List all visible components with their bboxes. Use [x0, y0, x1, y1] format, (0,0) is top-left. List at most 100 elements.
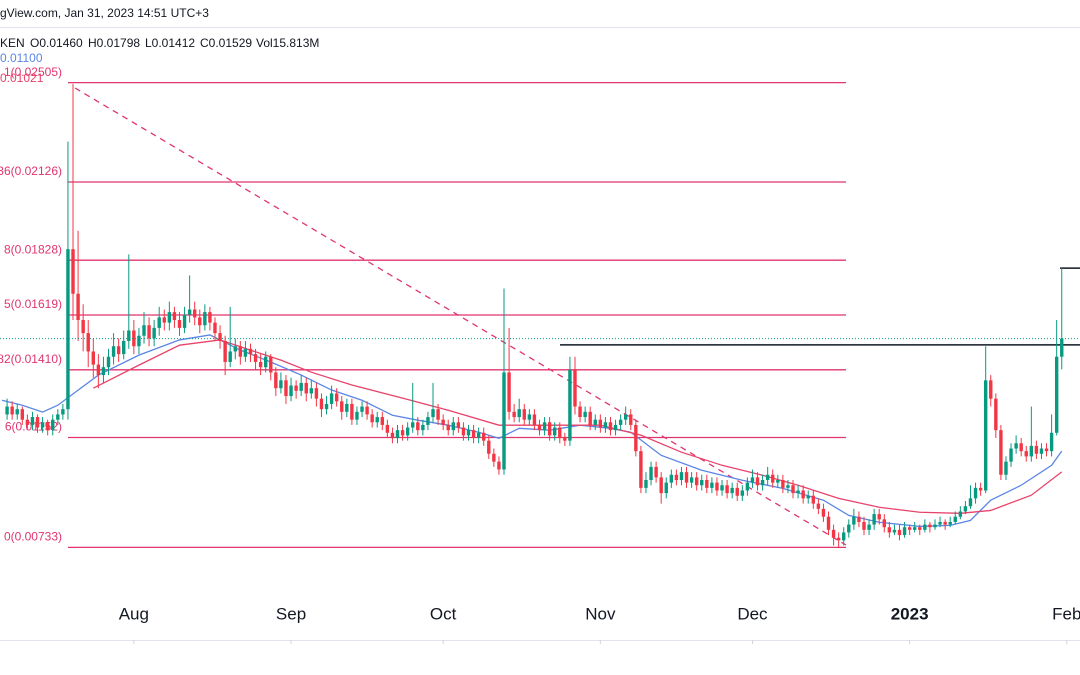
candle-body	[223, 340, 227, 362]
candle-body	[847, 524, 851, 533]
x-tick-label: Nov	[585, 604, 616, 623]
candle-body	[634, 424, 638, 452]
candle-body	[365, 406, 369, 415]
candle-body	[720, 485, 724, 491]
candle-body	[106, 356, 111, 368]
x-tick-label: Oct	[430, 604, 457, 623]
candle-body	[91, 351, 95, 365]
candle-body	[613, 424, 618, 431]
candle-body	[294, 385, 298, 391]
candle-body	[821, 508, 826, 517]
candle-body	[238, 346, 243, 357]
candle-body	[953, 516, 957, 522]
candle-body	[279, 380, 283, 389]
candle-body	[314, 388, 319, 399]
candle-body	[405, 427, 410, 436]
candle-body	[380, 417, 385, 425]
candle-body	[740, 490, 745, 496]
candle-body	[45, 422, 50, 431]
x-tick-label: Dec	[737, 604, 768, 623]
candle-body	[811, 495, 815, 504]
candle-body	[101, 367, 106, 376]
candle-body	[1044, 448, 1049, 452]
candle-body	[948, 521, 952, 525]
candle-body	[497, 461, 501, 470]
candle-body	[978, 487, 983, 491]
candle-body	[61, 409, 65, 415]
candle-body	[111, 346, 116, 357]
candle-body	[887, 527, 892, 533]
candle-body	[269, 356, 273, 373]
candle-body	[76, 293, 80, 320]
candle-body	[776, 480, 780, 483]
candle-body	[968, 498, 973, 507]
candle-body	[71, 249, 75, 294]
candle-body	[411, 422, 415, 428]
candle-body	[487, 440, 491, 454]
candle-body	[872, 514, 876, 525]
candle-body	[857, 516, 861, 522]
candle-body	[1004, 461, 1008, 475]
candle-body	[213, 322, 217, 334]
candle-body	[334, 393, 339, 402]
candle-body	[639, 451, 643, 488]
candle-body	[152, 327, 156, 339]
candle-body	[644, 480, 648, 488]
x-tick-label: Aug	[119, 604, 149, 623]
candle-body	[517, 409, 521, 418]
candle-body	[963, 506, 968, 512]
ma-value-label: 0.01021	[0, 71, 44, 85]
candle-body	[618, 419, 623, 425]
candle-body	[1024, 451, 1028, 457]
candle-body	[994, 398, 998, 431]
candle-body	[710, 482, 714, 488]
candle-body	[416, 422, 420, 431]
candle-body	[700, 480, 704, 486]
candle-body	[654, 466, 658, 478]
candle-body	[208, 312, 212, 323]
candle-body	[345, 403, 349, 412]
candle-body	[324, 403, 329, 410]
candle-body	[284, 380, 288, 397]
candle-body	[796, 490, 800, 494]
candle-body	[96, 364, 101, 376]
candle-body	[40, 422, 45, 428]
candle-body	[122, 340, 126, 355]
candle-body	[735, 487, 739, 496]
candle-body	[674, 474, 679, 480]
fib-label: 0(0.00733)	[4, 530, 62, 544]
candle-body	[547, 422, 552, 436]
candle-body	[309, 388, 314, 394]
candle-body	[842, 532, 846, 541]
candle-body	[1014, 443, 1018, 449]
candle-body	[512, 411, 516, 418]
legend-item: H0.01798	[88, 36, 140, 50]
candle-body	[446, 424, 450, 431]
candle-body	[578, 406, 582, 418]
candle-body	[958, 511, 963, 517]
candle-body	[537, 424, 542, 431]
candle-body	[801, 490, 805, 499]
candle-body	[1034, 445, 1039, 454]
candle-body	[664, 482, 668, 494]
candle-body	[203, 312, 207, 326]
legend-item: L0.01412	[145, 36, 195, 50]
candle-body	[826, 516, 831, 530]
candle-body	[137, 335, 141, 347]
candle-body	[182, 314, 187, 328]
candle-body	[436, 409, 440, 420]
candle-body	[162, 317, 166, 323]
legend-item: KEN	[0, 36, 25, 50]
candle-body	[167, 312, 172, 323]
candle-body	[598, 419, 603, 428]
candle-body	[30, 417, 35, 425]
candle-body	[983, 380, 988, 491]
legend-item: C0.01529	[200, 36, 252, 50]
candle-body	[750, 477, 755, 483]
candle-body	[629, 414, 633, 425]
candle-body	[142, 325, 146, 336]
candle-body	[15, 409, 19, 415]
candle-body	[350, 403, 354, 420]
candle-body	[786, 485, 790, 488]
